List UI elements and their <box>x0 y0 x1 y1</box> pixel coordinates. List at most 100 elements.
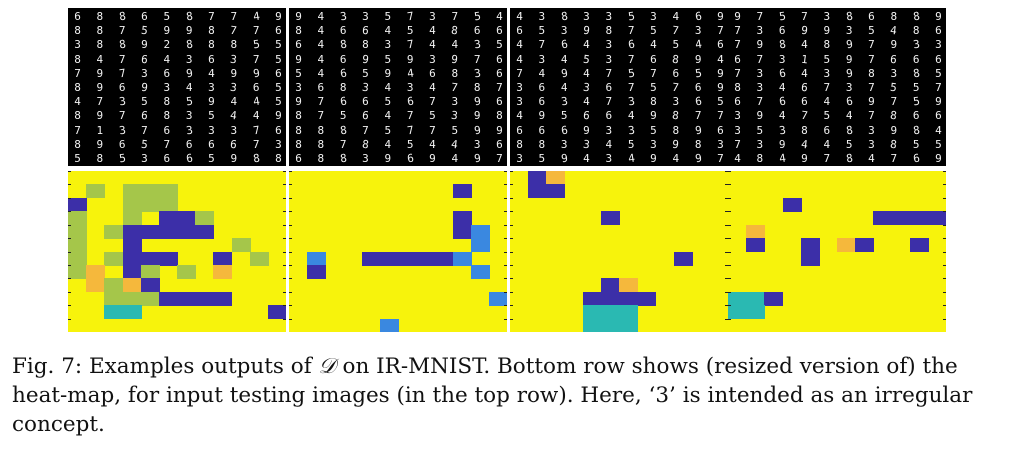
heatmap-cell <box>927 211 946 226</box>
digit: 6 <box>252 81 260 94</box>
heatmap-cell <box>122 184 142 199</box>
digit: 5 <box>140 137 149 152</box>
heatmap-cell <box>158 251 178 266</box>
heatmap-cell <box>470 238 490 253</box>
digit: 5 <box>650 81 657 94</box>
digit: 8 <box>559 9 569 24</box>
heatmap-tick <box>68 171 71 172</box>
digit: 3 <box>406 81 414 94</box>
heatmap-tick <box>68 264 71 266</box>
digit: 3 <box>275 137 282 151</box>
digit: 6 <box>338 94 348 109</box>
digit: 9 <box>583 123 590 137</box>
digit: 3 <box>626 94 636 109</box>
heatmap-cell <box>158 224 178 239</box>
digit: 7 <box>405 37 415 52</box>
digit: 3 <box>429 10 436 23</box>
digit: 5 <box>251 37 261 52</box>
digit: 8 <box>844 151 854 166</box>
heatmap-tick <box>289 318 292 320</box>
heatmap-cell <box>195 224 215 239</box>
digit: 7 <box>473 52 481 66</box>
heatmap-tick <box>943 197 946 199</box>
digit: 7 <box>451 10 459 23</box>
heatmap-tick <box>289 197 292 199</box>
heatmap-cell <box>104 278 124 293</box>
digit: 6 <box>538 95 546 109</box>
digit: 9 <box>717 10 724 23</box>
digit: 8 <box>911 9 921 24</box>
heatmap-tick <box>510 197 513 199</box>
digit: 4 <box>801 66 808 80</box>
heatmap-tick <box>504 291 507 293</box>
digit: 4 <box>317 24 325 38</box>
digit: 6 <box>74 10 81 23</box>
heatmap-tick <box>725 264 728 266</box>
digit: 9 <box>650 152 657 165</box>
heatmap-tick <box>510 251 513 253</box>
heatmap-tick <box>725 224 728 226</box>
digit: 4 <box>208 66 215 80</box>
heatmap-tick <box>725 197 728 199</box>
heatmap-cell <box>68 197 87 212</box>
digit: 5 <box>693 66 703 81</box>
heatmap-tick <box>943 238 946 240</box>
digit: 6 <box>338 66 348 81</box>
heatmap-cell <box>122 251 142 266</box>
digit: 7 <box>496 81 503 94</box>
heatmap-tick <box>725 238 728 240</box>
digit: 4 <box>672 10 680 23</box>
digit: 9 <box>141 38 148 52</box>
heatmap-cell <box>140 291 160 306</box>
digit: 3 <box>141 152 148 165</box>
digit: 7 <box>251 123 261 137</box>
caption-prefix: Fig. 7: Examples outputs of <box>12 354 319 379</box>
digit: 3 <box>117 123 127 137</box>
digit: 7 <box>717 152 724 165</box>
digit: 3 <box>230 123 238 137</box>
digit: 6 <box>317 81 325 94</box>
digit: 6 <box>516 123 523 137</box>
heatmap-cell <box>546 171 566 185</box>
digit: 1 <box>96 123 104 137</box>
digit: 6 <box>141 10 148 23</box>
heatmap-tick <box>725 211 728 213</box>
digit: 3 <box>451 95 459 109</box>
heatmap-cell <box>746 291 766 306</box>
digit: 9 <box>96 137 104 151</box>
digit: 9 <box>184 66 194 81</box>
digit: 7 <box>801 10 808 23</box>
heatmap-cell <box>213 264 233 279</box>
heatmap-tick <box>68 197 71 199</box>
digit: 6 <box>935 52 942 66</box>
heatmap-tick <box>728 278 731 280</box>
heatmap-cell <box>231 238 251 253</box>
digit: 4 <box>163 52 171 66</box>
heatmap-cell <box>158 197 178 212</box>
digit: 8 <box>74 81 81 94</box>
heatmap-tick <box>68 251 71 253</box>
heatmap-tick <box>943 291 946 293</box>
digit: 7 <box>118 24 126 38</box>
digit: 5 <box>275 52 282 66</box>
digit: 6 <box>496 52 503 66</box>
digit: 4 <box>560 52 568 66</box>
digit: 8 <box>230 38 238 52</box>
heatmap-cell <box>600 318 620 332</box>
digit: 6 <box>559 123 569 137</box>
digit: 5 <box>275 38 282 52</box>
digit: 8 <box>756 152 764 165</box>
heatmap-tick <box>728 184 731 186</box>
digit: 6 <box>800 80 809 95</box>
heatmap-tick <box>283 278 286 280</box>
digit: 5 <box>845 137 853 151</box>
heatmap-tick <box>510 184 513 186</box>
heatmap-tick <box>68 224 71 226</box>
digit: 5 <box>140 23 149 38</box>
heatmap-cell <box>68 264 87 279</box>
